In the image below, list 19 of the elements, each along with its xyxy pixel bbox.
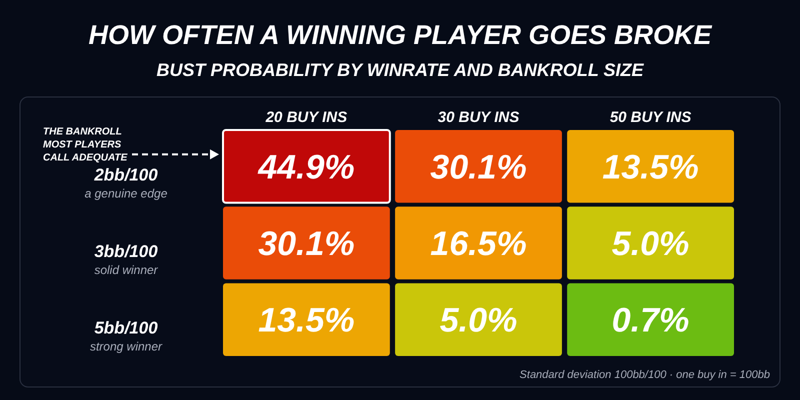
chart-subtitle: BUST PROBABILITY BY WINRATE AND BANKROLL SIZE — [156, 60, 644, 80]
data-label: 44.9% — [257, 148, 355, 186]
data-label: 5.0% — [612, 225, 690, 263]
data-label: 0.7% — [612, 302, 690, 340]
data-label: 16.5% — [430, 225, 527, 263]
text: THE BANKROLL MOST PLAYERS CALL ADEQUATE — [43, 126, 128, 164]
data-label: 5.0% — [440, 302, 518, 340]
data-label: 13.5% — [258, 302, 355, 340]
data-label: 13.5% — [602, 148, 699, 186]
x-tick-label: 50 BUY INS — [610, 109, 692, 126]
y-tick-label: 5bb/100 strong winner — [90, 318, 164, 354]
x-tick-label: 20 BUY INS — [264, 109, 348, 126]
y-tick-label: 3bb/100 solid winner — [94, 242, 159, 277]
chart-title: HOW OFTEN A WINNING PLAYER GOES BROKE — [88, 20, 712, 50]
x-tick-label: 30 BUY INS — [438, 109, 520, 126]
y-tick-label: 2bb/100 a genuine edge — [84, 165, 168, 200]
data-label: 30.1% — [430, 148, 527, 186]
annotation: Standard deviation 100bb/100 · one buy in = 100bb — [520, 369, 770, 381]
data-label: 30.1% — [258, 225, 355, 263]
